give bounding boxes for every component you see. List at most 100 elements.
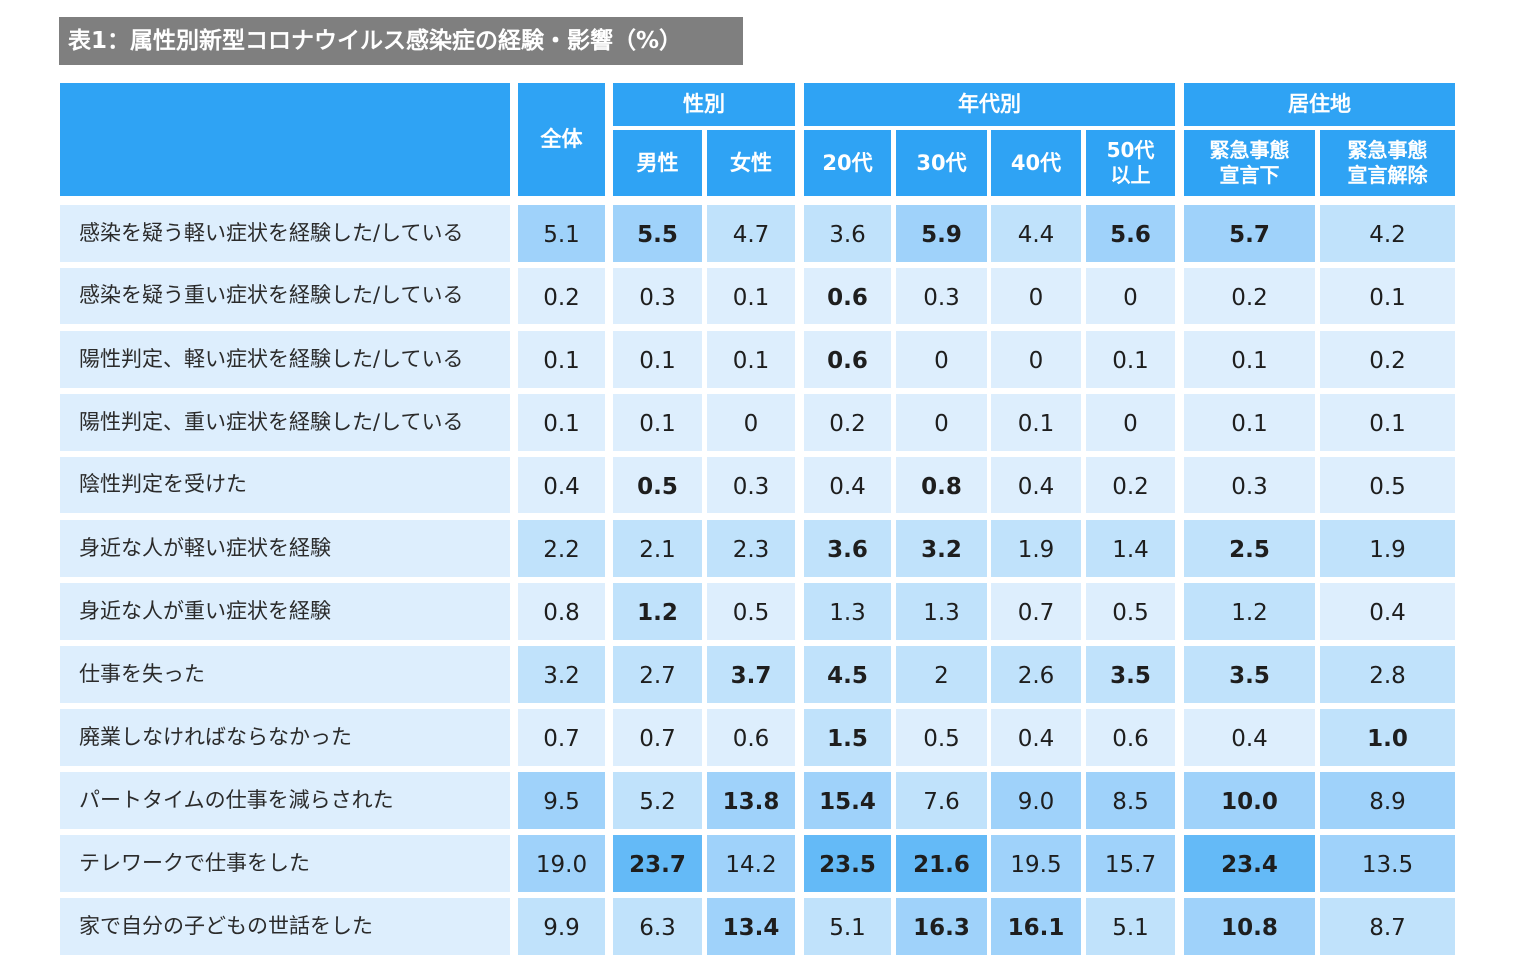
table-cell: 0.5	[613, 457, 702, 513]
table-cell: 5.1	[518, 205, 605, 262]
table-cell: 0	[1086, 394, 1175, 451]
table-cell: 0.1	[518, 331, 605, 388]
table-cell: 0.1	[1086, 331, 1175, 388]
header-blank	[60, 83, 510, 196]
table-cell: 5.2	[613, 772, 702, 829]
table-cell: 0.1	[1184, 331, 1315, 388]
table-cell: 1.3	[804, 583, 891, 640]
column-header: 緊急事態 宣言下	[1184, 130, 1315, 196]
table-cell: 0.5	[707, 583, 795, 640]
row-label: 廃業しなければならなかった	[60, 709, 510, 766]
table-cell: 0.3	[1184, 457, 1315, 513]
header-group-residence: 居住地	[1184, 83, 1455, 126]
table-cell: 0.3	[896, 268, 987, 324]
table-cell: 1.0	[1320, 709, 1455, 766]
table-cell: 0.1	[707, 268, 795, 324]
table-cell: 16.3	[896, 898, 987, 955]
column-header: 男性	[613, 130, 702, 196]
table-cell: 0.5	[896, 709, 987, 766]
row-label: 感染を疑う重い症状を経験した/している	[60, 268, 510, 324]
table-cell: 8.7	[1320, 898, 1455, 955]
table-cell: 1.4	[1086, 520, 1175, 577]
table-cell: 2.2	[518, 520, 605, 577]
table-cell: 6.3	[613, 898, 702, 955]
table-cell: 21.6	[896, 835, 987, 892]
table-cell: 0.1	[1184, 394, 1315, 451]
table-cell: 2.8	[1320, 646, 1455, 703]
table-cell: 2.6	[991, 646, 1081, 703]
table-cell: 2	[896, 646, 987, 703]
table-cell: 5.7	[1184, 205, 1315, 262]
table-cell: 8.5	[1086, 772, 1175, 829]
table-cell: 10.0	[1184, 772, 1315, 829]
table-cell: 0.1	[1320, 268, 1455, 324]
table-cell: 1.2	[613, 583, 702, 640]
table-cell: 0.5	[1086, 583, 1175, 640]
table-cell: 0	[896, 331, 987, 388]
table-cell: 13.4	[707, 898, 795, 955]
row-label: 身近な人が重い症状を経験	[60, 583, 510, 640]
row-label: 陰性判定を受けた	[60, 457, 510, 513]
table-cell: 5.9	[896, 205, 987, 262]
table-cell: 19.0	[518, 835, 605, 892]
table-cell: 0.4	[991, 457, 1081, 513]
table-cell: 19.5	[991, 835, 1081, 892]
table-cell: 0.1	[518, 394, 605, 451]
table-cell: 0	[707, 394, 795, 451]
table-cell: 9.0	[991, 772, 1081, 829]
table-cell: 3.6	[804, 520, 891, 577]
table-cell: 9.5	[518, 772, 605, 829]
table-cell: 1.9	[991, 520, 1081, 577]
row-label: 陽性判定、重い症状を経験した/している	[60, 394, 510, 451]
table-cell: 3.6	[804, 205, 891, 262]
column-header: 50代 以上	[1086, 130, 1175, 196]
table-cell: 0.2	[518, 268, 605, 324]
table-cell: 0.1	[613, 394, 702, 451]
table-cell: 1.9	[1320, 520, 1455, 577]
row-label: 身近な人が軽い症状を経験	[60, 520, 510, 577]
row-label: 感染を疑う軽い症状を経験した/している	[60, 205, 510, 262]
column-header: 30代	[896, 130, 987, 196]
table-cell: 0.8	[518, 583, 605, 640]
table-cell: 0.3	[613, 268, 702, 324]
table-cell: 0.6	[804, 331, 891, 388]
row-label: テレワークで仕事をした	[60, 835, 510, 892]
table-cell: 3.7	[707, 646, 795, 703]
table-cell: 0.5	[1320, 457, 1455, 513]
table-cell: 0.1	[1320, 394, 1455, 451]
table-cell: 0	[1086, 268, 1175, 324]
table-cell: 0.1	[991, 394, 1081, 451]
table-cell: 0.6	[1086, 709, 1175, 766]
table-cell: 0.2	[1320, 331, 1455, 388]
table-cell: 5.6	[1086, 205, 1175, 262]
table-cell: 2.5	[1184, 520, 1315, 577]
table-cell: 0.7	[991, 583, 1081, 640]
table-cell: 3.2	[896, 520, 987, 577]
header-total: 全体	[518, 83, 605, 196]
table-cell: 0.4	[804, 457, 891, 513]
table-cell: 1.3	[896, 583, 987, 640]
table-cell: 0.8	[896, 457, 987, 513]
table-cell: 0.1	[613, 331, 702, 388]
table-cell: 2.3	[707, 520, 795, 577]
table-cell: 4.7	[707, 205, 795, 262]
row-label: 仕事を失った	[60, 646, 510, 703]
table-cell: 23.7	[613, 835, 702, 892]
table-cell: 8.9	[1320, 772, 1455, 829]
table-cell: 4.5	[804, 646, 891, 703]
table-cell: 0	[991, 331, 1081, 388]
table-cell: 3.5	[1184, 646, 1315, 703]
table-cell: 1.2	[1184, 583, 1315, 640]
table-cell: 9.9	[518, 898, 605, 955]
table-cell: 2.7	[613, 646, 702, 703]
table-cell: 16.1	[991, 898, 1081, 955]
table-cell: 0.4	[991, 709, 1081, 766]
table-cell: 10.8	[1184, 898, 1315, 955]
table-cell: 0.2	[1184, 268, 1315, 324]
table-cell: 5.5	[613, 205, 702, 262]
table-cell: 0.7	[518, 709, 605, 766]
table-cell: 0	[896, 394, 987, 451]
table-cell: 14.2	[707, 835, 795, 892]
header-group-age: 年代別	[804, 83, 1175, 126]
table-cell: 0.3	[707, 457, 795, 513]
